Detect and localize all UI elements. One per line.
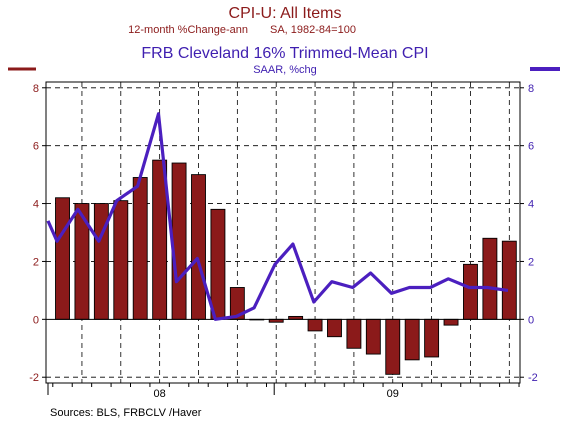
source-note: Sources: BLS, FRBCLV /Haver [50, 407, 202, 419]
bar [424, 318, 440, 358]
right-y-axis: 8 6 4 2 0 -2 [520, 83, 538, 384]
bar [132, 177, 148, 320]
right-y-tick-label: 8 [528, 83, 534, 95]
line-series [46, 112, 509, 321]
left-y-tick-label: 0 [33, 314, 39, 326]
bar [327, 318, 342, 338]
left-y-tick-label: -2 [29, 372, 39, 384]
bar [385, 318, 401, 375]
x-year-label: 08 [154, 388, 166, 400]
bar [191, 174, 206, 320]
bar [171, 162, 187, 320]
bar [365, 318, 381, 355]
right-y-tick-label: 2 [528, 256, 534, 268]
line-series-subtitle: SAAR, %chg [253, 64, 317, 76]
left-y-tick-label: 4 [33, 199, 39, 211]
bar [482, 237, 498, 320]
x-year-label: 09 [387, 388, 399, 400]
plot-border [45, 81, 521, 384]
bar [346, 318, 362, 349]
right-y-tick-label: 0 [528, 314, 534, 326]
bar-series-subtitle-right: SA, 1982-84=100 [270, 24, 356, 36]
bar [404, 318, 420, 361]
bar [501, 240, 517, 320]
bar [113, 200, 129, 320]
bar-series [55, 159, 517, 375]
right-y-tick-label: -2 [528, 372, 538, 384]
left-y-tick-label: 2 [33, 256, 39, 268]
bar [443, 318, 459, 326]
bar [463, 263, 478, 320]
plot-frame [45, 81, 521, 384]
line-series-title: FRB Cleveland 16% Trimmed-Mean CPI [141, 45, 428, 62]
bar-series-subtitle-left: 12-month %Change-ann [128, 24, 248, 36]
trimmed-mean-line [46, 112, 509, 321]
right-y-tick-label: 6 [528, 141, 534, 153]
left-y-tick-label: 6 [33, 141, 39, 153]
x-axis: 08 09 [47, 383, 520, 400]
bar [55, 197, 70, 320]
left-y-axis: 8 6 4 2 0 -2 [29, 83, 46, 384]
gridlines [46, 82, 520, 383]
left-y-tick-label: 8 [33, 83, 39, 95]
bar [210, 208, 226, 320]
bar-series-title: CPI-U: All Items [229, 5, 342, 22]
bar [307, 318, 323, 332]
right-y-tick-label: 4 [528, 199, 534, 211]
